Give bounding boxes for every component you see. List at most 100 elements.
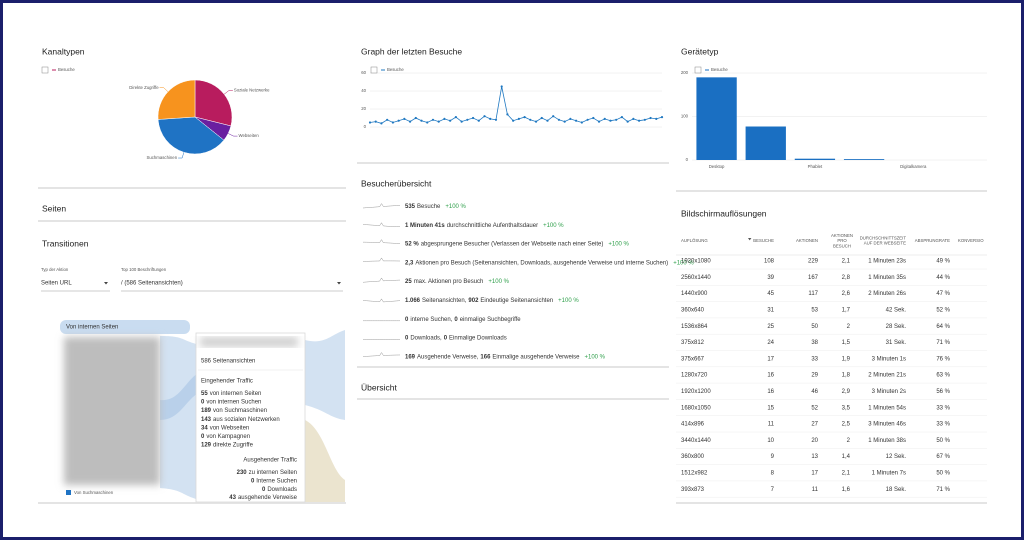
table-cell: 2,1 <box>842 259 851 265</box>
table-cell: 49 % <box>936 259 950 265</box>
column-header[interactable]: ABSPRUNGRATE <box>915 238 950 243</box>
line-point <box>655 117 658 120</box>
traffic-value: 55 <box>201 391 208 397</box>
table-cell: 2,6 <box>842 291 851 297</box>
table-cell: 50 % <box>936 470 950 476</box>
overview-row: 52 % abgesprungene Besucher (Verlassen de… <box>405 241 630 247</box>
bar <box>794 158 836 160</box>
line-point <box>443 117 446 120</box>
table-cell: 2,9 <box>842 389 851 395</box>
select-arrow[interactable] <box>104 282 108 285</box>
line-point <box>609 119 612 122</box>
line-point <box>483 115 486 118</box>
table-cell: 15 <box>767 405 774 411</box>
table-cell: 28 Sek. <box>886 324 907 330</box>
x-tick-label: Phablet <box>808 164 823 169</box>
column-header[interactable]: AKTIONEN <box>796 238 818 243</box>
metric-label: Ausgehende Verweise, <box>417 354 479 360</box>
card <box>676 198 987 502</box>
line-point <box>603 117 606 120</box>
traffic-label: Downloads <box>267 486 297 492</box>
traffic-value: 43 <box>229 495 236 501</box>
x-tick-label: Desktop <box>709 164 725 169</box>
traffic-value: 0 <box>201 434 205 440</box>
metric-label: durchschnittliche Aufenthaltsdauer <box>447 222 538 228</box>
table-cell: 2 <box>847 438 851 444</box>
bar <box>843 159 885 160</box>
bar <box>696 77 737 160</box>
line-point <box>494 118 498 121</box>
column-header[interactable]: AUFLÖSUNG <box>681 238 708 243</box>
column-header[interactable]: PRO <box>837 238 847 243</box>
table-cell: 52 % <box>936 307 950 313</box>
table-cell: 16 <box>767 389 774 395</box>
line-point <box>391 121 395 124</box>
column-header[interactable]: BESUCHE <box>753 238 774 243</box>
flow-footer: Von Suchmaschinen <box>74 490 114 495</box>
pie-leader <box>228 133 238 137</box>
line-point <box>420 119 423 122</box>
legend-label: Besuche <box>711 67 728 72</box>
traffic-label: zu internen Seiten <box>249 470 297 476</box>
line-point <box>449 119 452 122</box>
legend-toggle[interactable] <box>41 66 49 74</box>
table-cell: 1512x982 <box>681 470 708 476</box>
metric-value: 1 Minuten 41s <box>405 222 445 228</box>
table-cell: 360x640 <box>681 307 705 313</box>
line-point <box>408 120 412 123</box>
table-cell: 414x896 <box>681 422 705 428</box>
traffic-label: von Kampagnen <box>206 434 250 440</box>
select-value[interactable]: / (586 Seitenansichten) <box>121 281 183 287</box>
metric-label: einmalige Suchbegriffe <box>460 316 522 322</box>
sort-indicator[interactable] <box>748 238 752 241</box>
table-cell: 31 <box>767 307 774 313</box>
table-cell: 17 <box>811 470 818 476</box>
table-cell: 1,5 <box>842 340 851 346</box>
metric-label: Seitenansichten, <box>422 298 467 304</box>
line-point <box>380 122 383 125</box>
traffic-item: 0 von Kampagnen <box>201 434 250 440</box>
traffic-value: 0 <box>251 478 255 484</box>
table-cell: 71 % <box>936 487 950 493</box>
line-point <box>489 117 492 120</box>
table-cell: 47 % <box>936 291 950 297</box>
metric-change: +100 % <box>543 222 564 228</box>
legend-label: Besuche <box>58 67 75 72</box>
table-cell: 360x800 <box>681 454 705 460</box>
table-cell: 1 Minuten 54s <box>868 405 906 411</box>
table-cell: 33 % <box>936 422 950 428</box>
metric-value: 1.066 <box>405 298 421 304</box>
column-header[interactable]: KONVERSIO <box>958 238 984 243</box>
table-cell: 167 <box>808 275 819 281</box>
metric-label: Eindeutige Seitenansichten <box>480 298 553 304</box>
metric-label: Downloads, <box>410 335 442 341</box>
line-point <box>557 118 561 121</box>
line-point <box>426 121 429 124</box>
card <box>357 375 669 398</box>
column-header[interactable]: AKTIONEN <box>831 233 853 238</box>
traffic-value: 129 <box>201 442 212 448</box>
table-cell: 25 <box>767 324 774 330</box>
column-header[interactable]: DURCHSCHNITTSZEIT <box>860 236 907 241</box>
line-point <box>615 118 618 121</box>
table-cell: 17 <box>767 356 774 362</box>
table-cell: 56 % <box>936 389 950 395</box>
table-cell: 42 Sek. <box>886 307 907 313</box>
legend-toggle[interactable] <box>694 66 702 74</box>
legend-toggle[interactable] <box>370 66 378 74</box>
line-point <box>569 117 572 120</box>
line-series <box>369 86 663 124</box>
column-header[interactable]: AUF DER WEBSEITE <box>864 241 906 246</box>
card-title: Transitionen <box>42 238 89 248</box>
column-header[interactable]: BESUCH <box>833 243 851 248</box>
sparkline <box>362 277 401 283</box>
table-cell: 39 <box>767 275 774 281</box>
line-point <box>431 118 435 121</box>
table-cell: 2 Minuten 21s <box>868 373 906 379</box>
outgoing-flow <box>305 330 345 420</box>
line-point <box>534 120 538 123</box>
select-value[interactable]: Seiten URL <box>41 281 72 287</box>
select-arrow[interactable] <box>337 282 341 285</box>
line-point <box>512 119 515 122</box>
